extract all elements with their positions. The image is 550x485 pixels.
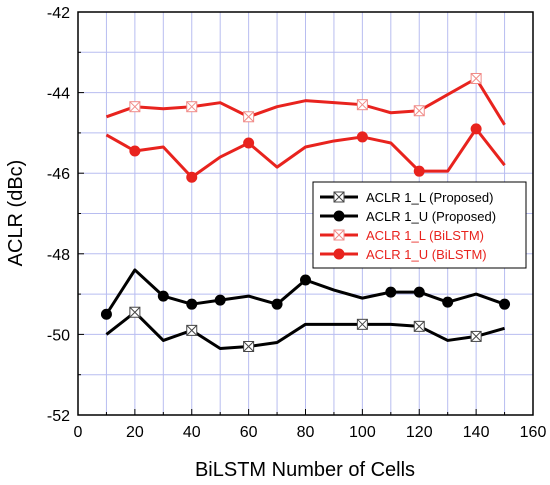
marker-cross-b [243,341,254,352]
y-tick-label: -44 [47,86,70,103]
data-point [271,298,283,310]
marker-cross-b [470,73,482,84]
y-tick-label: -48 [47,247,70,264]
data-point [186,101,198,113]
data-point [186,171,198,183]
x-tick-label: 20 [126,424,144,441]
x-tick-label: 80 [297,424,315,441]
x-tick-label: 140 [463,424,490,441]
data-point [300,274,311,286]
x-tick-label: 60 [240,424,258,441]
x-tick-label: 0 [74,424,83,441]
x-tick-label: 120 [406,424,433,441]
legend-item-3: ACLR 1_L (BiLSTM) [320,228,484,243]
marker-cross-b [333,191,345,203]
y-tick-label: -52 [47,408,70,425]
marker-cross-b [413,105,425,117]
data-point [356,318,368,330]
legend-item-1: ACLR 1_L (Proposed) [320,190,493,205]
legend-label: ACLR 1_L (Proposed) [366,190,493,205]
data-point [129,145,141,157]
marker-cross-b [413,320,425,332]
x-tick-label: 40 [183,424,201,441]
series-4 [105,123,506,183]
y-axis-title: ACLR (dBc) [5,160,27,267]
marker-cross-b [357,99,368,111]
legend-item-4: ACLR 1_U (BiLSTM) [320,247,487,262]
legend-marker [333,248,345,260]
marker-cross-b [186,325,198,336]
legend-label: ACLR 1_U (Proposed) [366,209,496,224]
data-point [470,123,482,135]
series-layer [100,72,511,352]
data-point [157,290,169,302]
data-point [243,340,255,352]
data-point [356,131,368,143]
data-point [243,137,255,149]
marker-cross-b [357,318,368,330]
series-line [105,127,506,179]
marker-cross-b [129,306,141,318]
data-point [129,101,141,113]
data-point [499,298,511,310]
data-point [470,72,482,84]
marker-cross-b [470,331,482,342]
x-tick-label: 160 [520,424,547,441]
legend-marker [333,210,345,222]
y-tick-label: -50 [47,327,70,344]
data-point [129,306,141,318]
data-point [442,296,454,308]
data-point [413,105,425,117]
y-tick-label: -46 [47,166,70,183]
legend-label: ACLR 1_L (BiLSTM) [366,228,484,243]
x-axis-title: BiLSTM Number of Cells [195,459,415,481]
x-tick-labels: 0 20 40 60 80 100 120 140 160 [74,424,547,441]
y-tick-labels: -42 -44 -46 -48 -50 -52 [47,5,70,425]
marker-cross-b [333,229,345,241]
series-line [105,76,506,126]
series-line [105,310,505,351]
marker-cross-b [186,101,198,113]
data-point [413,286,425,298]
data-point [243,111,255,123]
data-point [186,298,198,310]
x-tick-label: 100 [349,424,376,441]
legend-marker [333,191,345,203]
marker-cross-b [129,101,141,113]
y-tick-label: -42 [47,5,70,22]
legend-label: ACLR 1_U (BiLSTM) [366,247,487,262]
legend-marker [333,229,345,241]
data-point [413,165,425,177]
data-point [385,286,397,298]
series-3 [105,72,506,126]
series-1 [105,306,505,352]
data-point [214,294,226,306]
data-point [100,308,112,320]
axis-ticks [77,11,534,416]
marker-cross-b [243,111,254,123]
legend: ACLR 1_L (Proposed) ACLR 1_U (Proposed) AC… [312,181,527,269]
data-point [356,99,368,111]
series-2 [100,268,511,320]
data-point [470,330,482,342]
data-point [186,324,198,336]
data-point [413,320,425,332]
legend-item-2: ACLR 1_U (Proposed) [320,209,496,224]
